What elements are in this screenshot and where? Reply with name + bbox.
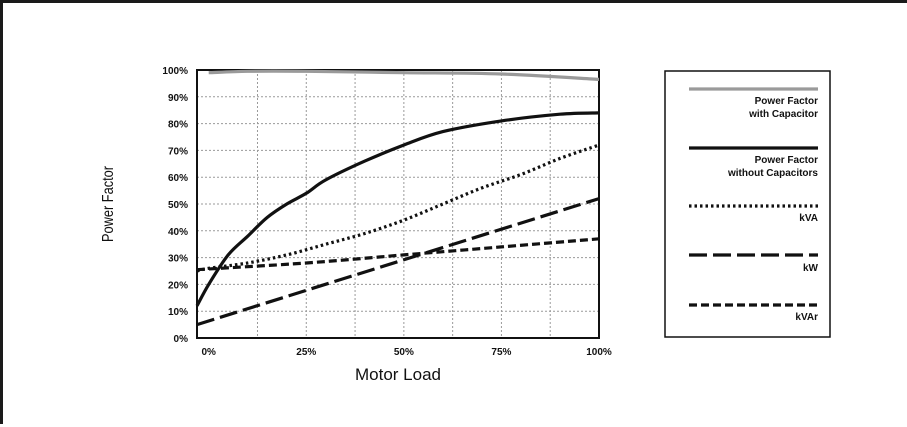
legend-label-3: kW [803,263,819,274]
legend-label-1: without Capacitors [727,168,818,179]
y-tick-label: 30% [168,254,188,265]
y-tick-label: 20% [168,280,188,291]
tick-labels: 0% 10% 20% 30% 40% 50% 60% 70% 80% 90% 100% 0% 25% 50… [162,66,611,358]
plot-area [196,69,600,339]
y-tick-label: 80% [168,120,188,131]
x-tick-label: 25% [296,347,316,358]
y-tick-label: 40% [168,227,188,238]
legend: Power Factor with Capacitor Power Factor wi… [689,87,819,323]
x-axis-title: Motor Load [355,365,441,384]
series-line-1 [195,111,600,307]
grid [197,70,599,338]
y-tick-label: 100% [162,66,188,77]
y-tick-label: 10% [168,307,188,318]
series-line-0 [208,69,600,81]
legend-label-2: kVA [799,213,818,224]
x-tick-label: 75% [491,347,511,358]
x-tick-label: 50% [394,347,414,358]
y-axis-title: Power Factor [100,166,118,242]
series-layer [195,69,600,327]
series-line-3 [196,197,600,327]
y-tick-label: 0% [174,334,189,345]
legend-label-1: Power Factor [755,155,818,166]
legend-box [664,70,831,338]
y-tick-label: 70% [168,146,188,157]
legend-label-0: with Capacitor [748,109,818,120]
y-tick-label: 90% [168,93,188,104]
series-line-2 [196,143,600,273]
x-tick-label: 0% [201,347,216,358]
y-tick-label: 50% [168,200,188,211]
legend-label-0: Power Factor [755,96,818,107]
series-line-4 [196,237,600,272]
x-tick-label: 100% [586,347,612,358]
chart: 0% 10% 20% 30% 40% 50% 60% 70% 80% 90% 100% 0% 25% 50… [100,66,831,384]
legend-label-4: kVAr [795,312,818,323]
y-tick-label: 60% [168,173,188,184]
